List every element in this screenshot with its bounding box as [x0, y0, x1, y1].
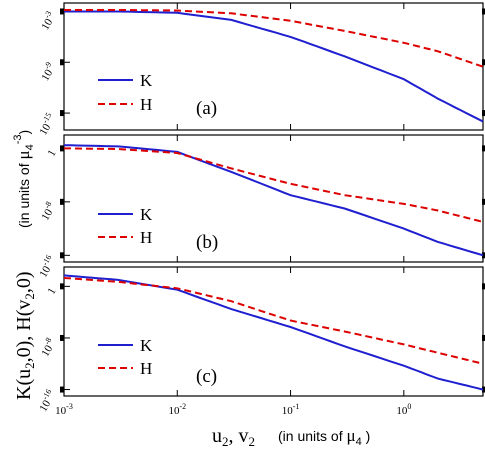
y-tick-label-a-1: 10-9 [37, 60, 59, 83]
panel-a-frame [63, 2, 484, 131]
panel-label-a: (a) [196, 98, 217, 119]
y-tick-marker-right [482, 283, 485, 290]
legend-b: K H [98, 205, 153, 247]
y-tick-marker [60, 145, 64, 152]
legend-c-h-label: H [140, 359, 152, 378]
y-tick-marker-right [482, 252, 485, 259]
legend-b-k-label: K [140, 205, 153, 224]
y-tick-marker-right [482, 198, 485, 205]
series-a-k [64, 10, 484, 123]
series-c-k [63, 274, 484, 391]
y-tick-marker-right [482, 334, 485, 341]
legend-a-h-label: H [140, 95, 152, 114]
legend-a: K H [98, 71, 153, 114]
data-curves [63, 9, 484, 391]
y-tick-marker-right [482, 145, 485, 152]
legend-b-h-label: H [140, 228, 152, 247]
y-tick-marker-right [482, 59, 485, 66]
y-tick-label-b-1: 10-8 [37, 200, 59, 223]
y-tick-label-c-0: 1 [45, 286, 58, 297]
legend-c-k-label: K [140, 336, 153, 355]
y-axis-title: K(u2,0), H(v2,0) (in units of μ4-3) [12, 130, 37, 400]
y-tick-label-c-1: 10-8 [37, 336, 59, 359]
x-axis-label-unit: (in units of μ4 ) [278, 426, 370, 448]
y-tick-marker [60, 252, 64, 259]
y-tick-label-a-0: 10-3 [37, 9, 59, 32]
y-tick-marker [60, 386, 64, 393]
panel-label-c: (c) [196, 366, 217, 387]
y-tick-marker [60, 283, 64, 290]
y-tick-label-b-2: 10-16 [35, 253, 59, 279]
y-tick-label-a-2: 10-15 [35, 111, 59, 137]
x-tick-label-0: 10-3 [55, 402, 73, 417]
legend-a-k-label: K [140, 71, 153, 90]
panel-b-frame [63, 134, 484, 263]
y-axis-label-unit: (in units of μ4-3) [12, 130, 36, 228]
x-tick-label-1: 10-2 [168, 402, 186, 417]
series-b-h [64, 147, 484, 223]
y-tick-marker-right [482, 8, 485, 15]
y-tick-marker [60, 334, 64, 341]
series-c-h [63, 277, 484, 365]
x-axis-title: u2, v2 (in units of μ4 ) [212, 425, 370, 449]
x-tick-label-3: 100 [396, 402, 411, 417]
y-tick-marker-right [482, 386, 485, 393]
x-tick-label-2: 10-1 [282, 402, 300, 417]
y-tick-marker [60, 59, 64, 66]
series-b-k [63, 144, 484, 257]
y-tick-marker-right [482, 110, 485, 117]
legend-c: K H [98, 336, 153, 378]
x-axis-label-main: u2, v2 [212, 425, 255, 449]
y-axis-label-main: K(u2,0), H(v2,0) [13, 271, 37, 400]
y-tick-marker [60, 110, 64, 117]
panel-c-frame [63, 266, 484, 397]
y-tick-marker [60, 8, 64, 15]
series-a-h [64, 9, 484, 68]
panel-label-b: (b) [196, 232, 218, 253]
y-tick-marker [60, 198, 64, 205]
y-tick-label-b-0: 1 [45, 148, 58, 159]
